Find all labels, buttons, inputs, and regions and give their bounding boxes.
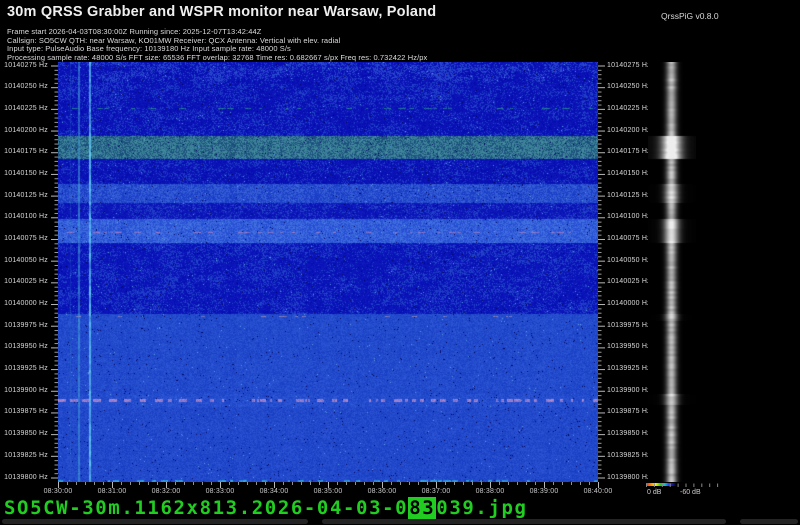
db-axis-ticks: [646, 483, 719, 487]
time-label: 08:34:00: [259, 488, 289, 495]
spectrum-level-bar: [648, 62, 696, 482]
freq-label-left: 10140275 Hz: [4, 61, 48, 69]
time-label: 08:36:00: [367, 488, 397, 495]
freq-label-left: 10140125 Hz: [4, 191, 48, 199]
freq-label-left: 10140200 Hz: [4, 126, 48, 134]
freq-label-right: 10139900 Hz: [607, 386, 651, 394]
freq-label-right: 10139800 Hz: [607, 473, 651, 481]
freq-label-left: 10140225 Hz: [4, 104, 48, 112]
freq-ticks-left: [51, 65, 58, 479]
freq-label-left: 10140150 Hz: [4, 169, 48, 177]
freq-label-right: 10140100 Hz: [607, 213, 651, 221]
freq-label-right: 10139950 Hz: [607, 343, 651, 351]
meta-line-input: Input type: PulseAudio Base frequency: 1…: [7, 44, 291, 54]
meta-line-callsign: Callsign: SO5CW QTH: near Warsaw, KO01MW…: [7, 35, 341, 45]
spectrogram-waterfall: [58, 62, 598, 482]
time-label: 08:35:00: [313, 488, 343, 495]
freq-label-right: 10140150 Hz: [607, 169, 651, 177]
freq-label-right: 10140250 Hz: [607, 83, 651, 91]
freq-label-left: 10139900 Hz: [4, 386, 48, 394]
freq-label-left: 10139975 Hz: [4, 321, 48, 329]
freq-label-left: 10140100 Hz: [4, 213, 48, 221]
db-label-zero: 0 dB: [647, 489, 662, 496]
freq-label-right: 10140275 Hz: [607, 61, 651, 69]
freq-label-right: 10140050 Hz: [607, 256, 651, 264]
freq-ticks-right: [598, 65, 605, 479]
freq-label-left: 10139825 Hz: [4, 451, 48, 459]
freq-label-right: 10139925 Hz: [607, 365, 651, 373]
freq-label-left: 10140050 Hz: [4, 256, 48, 264]
freq-label-right: 10140175 Hz: [607, 148, 651, 156]
freq-label-left: 10140000 Hz: [4, 300, 48, 308]
version-label: QrssPiG v0.8.0: [661, 11, 719, 21]
bottom-bar-left: [2, 519, 308, 524]
freq-label-right: 10140125 Hz: [607, 191, 651, 199]
time-label: 08:33:00: [205, 488, 235, 495]
freq-label-right: 10139975 Hz: [607, 321, 651, 329]
filename-inverted-chars: 83: [408, 497, 437, 519]
time-axis-ticks: [58, 482, 599, 488]
time-label: 08:39:00: [529, 488, 559, 495]
meta-line-processing: Processing sample rate: 48000 S/s FFT si…: [7, 53, 428, 63]
page-title: 30m QRSS Grabber and WSPR monitor near W…: [7, 4, 437, 20]
freq-label-left: 10139875 Hz: [4, 408, 48, 416]
freq-label-right: 10140200 Hz: [607, 126, 651, 134]
freq-label-left: 10140250 Hz: [4, 83, 48, 91]
freq-label-right: 10140000 Hz: [607, 300, 651, 308]
time-label: 08:31:00: [97, 488, 127, 495]
bottom-bar-middle: [322, 519, 726, 524]
freq-label-right: 10140075 Hz: [607, 234, 651, 242]
time-label: 08:38:00: [475, 488, 505, 495]
time-label: 08:30:00: [43, 488, 73, 495]
freq-label-right: 10140025 Hz: [607, 278, 651, 286]
freq-label-right: 10139875 Hz: [607, 408, 651, 416]
freq-label-left: 10140175 Hz: [4, 148, 48, 156]
freq-label-left: 10139850 Hz: [4, 430, 48, 438]
output-filename: SO5CW-30m.1162x813.2026-04-03-083039.jpg: [4, 497, 528, 519]
time-label: 08:32:00: [151, 488, 181, 495]
freq-label-left: 10139925 Hz: [4, 365, 48, 373]
freq-label-left: 10140025 Hz: [4, 278, 48, 286]
bottom-bar-right: [740, 519, 798, 524]
time-label: 08:40:00: [583, 488, 613, 495]
freq-label-left: 10139800 Hz: [4, 473, 48, 481]
filename-suffix: 039.jpg: [436, 497, 528, 519]
metadata-block: Frame start 2026-04-03T08:30:00Z Running…: [7, 27, 428, 63]
freq-label-left: 10139950 Hz: [4, 343, 48, 351]
filename-prefix: SO5CW-30m.1162x813.2026-04-03-0: [4, 497, 409, 519]
meta-line-frame-start: Frame start 2026-04-03T08:30:00Z Running…: [7, 27, 262, 36]
db-label-minus60: -60 dB: [680, 489, 701, 496]
db-colormap-gradient: [646, 483, 676, 486]
time-label: 08:37:00: [421, 488, 451, 495]
freq-label-right: 10139850 Hz: [607, 430, 651, 438]
freq-label-right: 10139825 Hz: [607, 451, 651, 459]
freq-label-left: 10140075 Hz: [4, 234, 48, 242]
freq-label-right: 10140225 Hz: [607, 104, 651, 112]
